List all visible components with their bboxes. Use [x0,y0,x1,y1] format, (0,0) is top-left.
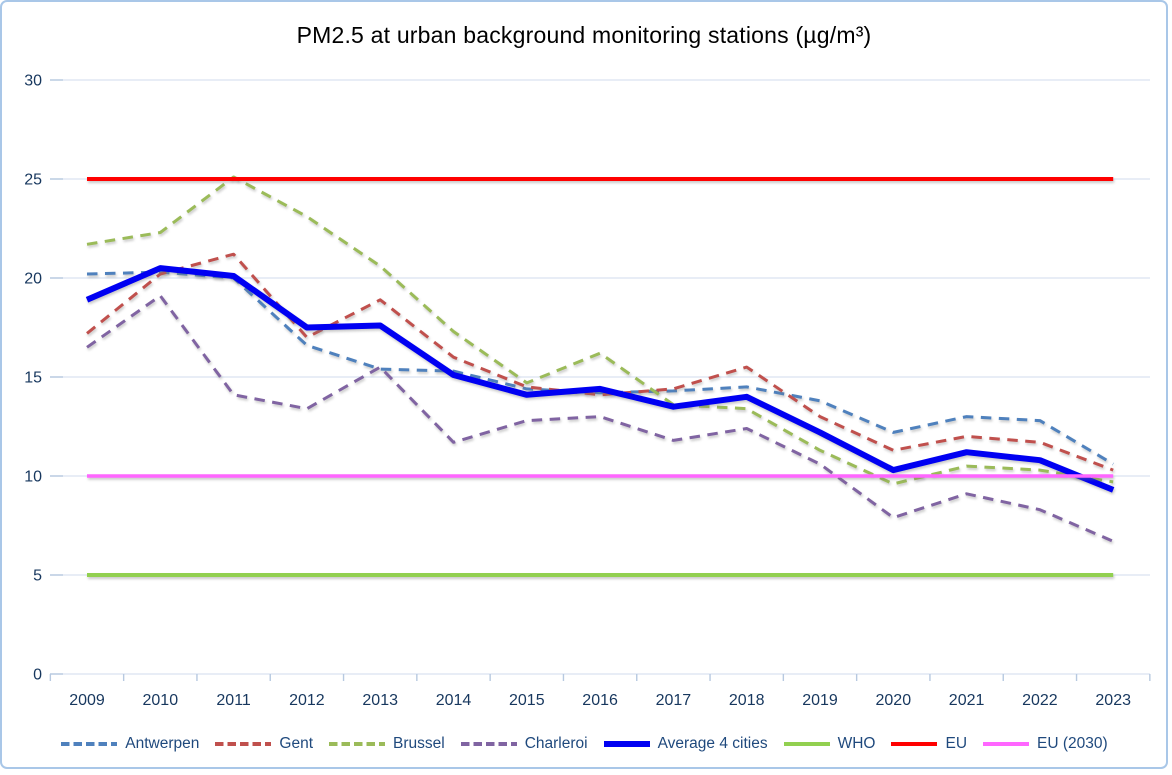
x-tick-label-2020: 2020 [876,692,912,709]
y-tick-label-30: 30 [24,73,42,90]
x-tick-label-2012: 2012 [289,692,325,709]
series-line-gent [86,252,1114,472]
legend-item-brussel: Brussel [328,735,445,753]
x-tick-label-2010: 2010 [143,692,179,709]
series-line-average-4-cities [85,265,1115,493]
x-tick-label-2017: 2017 [656,692,692,709]
legend-swatch-eu-icon [891,742,938,746]
legend-swatch-eu-2030-icon [983,742,1030,746]
series-line-antwerpen [86,270,1114,466]
x-tick-label-2014: 2014 [436,692,472,709]
legend-label-eu-2030: EU (2030) [1037,735,1108,752]
y-tick-label-15: 15 [24,370,42,387]
legend-item-eu: EU [890,735,967,753]
x-tick-label-2015: 2015 [509,692,545,709]
legend-item-eu-2030: EU (2030) [982,735,1108,753]
legend-item-who: WHO [783,735,876,753]
legend-swatch-antwerpen-icon [61,742,118,746]
x-tick-label-2018: 2018 [729,692,765,709]
legend-swatch-who-icon [783,742,830,746]
legend-item-average-4-cities: Average 4 cities [603,735,768,753]
legend-label-gent: Gent [279,735,314,752]
x-tick-label-2009: 2009 [69,692,105,709]
y-tick-label-25: 25 [24,172,42,189]
y-tick-label-0: 0 [33,667,42,684]
legend-label-who: WHO [837,735,876,752]
legend-label-charleroi: Charleroi [524,735,588,752]
legend-swatch-average-4-cities-icon [603,741,650,747]
x-tick-label-2022: 2022 [1022,692,1058,709]
series-line-charleroi [86,294,1114,543]
x-tick-label-2019: 2019 [802,692,838,709]
legend-swatch-charleroi-icon [460,742,517,746]
chart-legend: Antwerpen Gent Brussel Charleroi Average 4 c… [2,735,1166,753]
legend-item-gent: Gent [214,735,313,753]
y-tick-label-10: 10 [24,469,42,486]
legend-item-charleroi: Charleroi [460,735,588,753]
legend-label-average-4-cities: Average 4 cities [657,735,768,752]
y-tick-label-5: 5 [33,568,42,585]
legend-label-antwerpen: Antwerpen [125,735,200,752]
x-tick-label-2013: 2013 [362,692,398,709]
x-tick-label-2011: 2011 [216,692,251,709]
legend-label-eu: EU [945,735,968,752]
x-tick-label-2023: 2023 [1095,692,1131,709]
legend-swatch-gent-icon [215,742,272,746]
chart-title: PM2.5 at urban background monitoring sta… [296,22,872,48]
x-tick-label-2016: 2016 [582,692,618,709]
legend-item-antwerpen: Antwerpen [60,735,199,753]
x-tick-label-2021: 2021 [949,692,985,709]
y-tick-label-20: 20 [24,271,42,288]
legend-swatch-brussel-icon [329,742,386,746]
legend-label-brussel: Brussel [393,735,445,752]
